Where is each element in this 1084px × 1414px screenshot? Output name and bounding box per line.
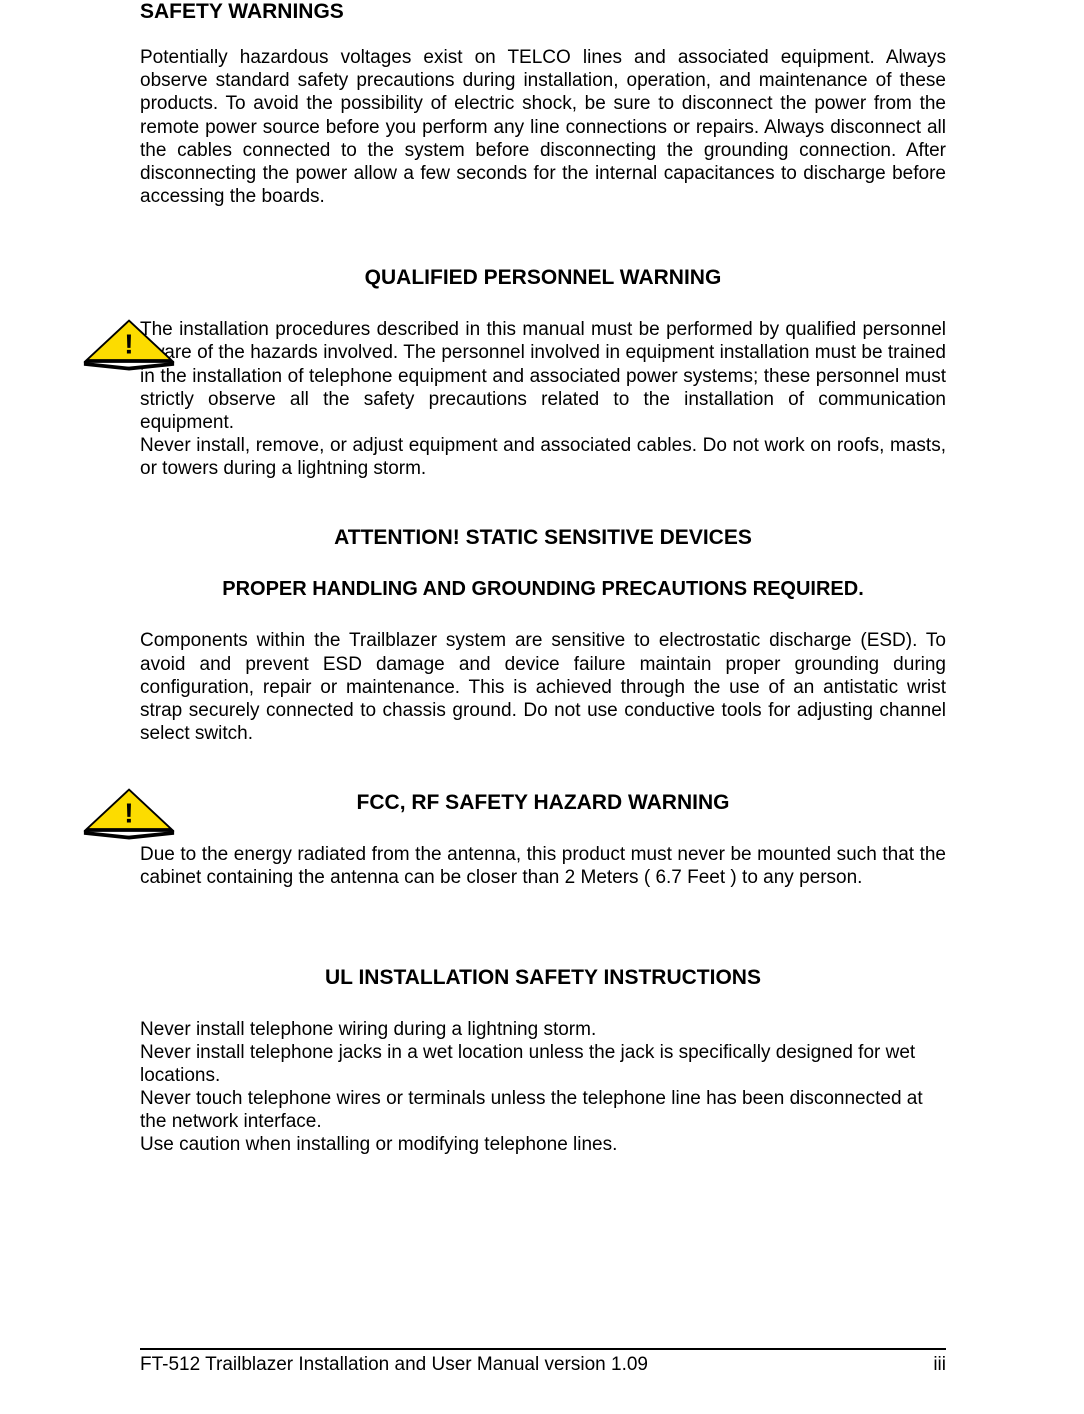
content-column: SAFETY WARNINGS Potentially hazardous vo… bbox=[140, 0, 946, 1157]
warning-triangle-icon: ! bbox=[82, 317, 176, 375]
body-qualified-personnel-1: The installation procedures described in… bbox=[140, 318, 946, 434]
page-footer: FT-512 Trailblazer Installation and User… bbox=[140, 1348, 946, 1376]
footer-rule bbox=[140, 1348, 946, 1350]
heading-static-sensitive: ATTENTION! STATIC SENSITIVE DEVICES bbox=[140, 526, 946, 550]
ul-line-1: Never install telephone wiring during a … bbox=[140, 1018, 946, 1041]
heading-fcc-rf: FCC, RF SAFETY HAZARD WARNING bbox=[140, 791, 946, 815]
heading-qualified-personnel: QUALIFIED PERSONNEL WARNING bbox=[140, 266, 946, 290]
footer-left: FT-512 Trailblazer Installation and User… bbox=[140, 1354, 648, 1376]
body-static-sensitive: Components within the Trailblazer system… bbox=[140, 629, 946, 745]
warning-triangle-icon: ! bbox=[82, 786, 176, 844]
svg-text:!: ! bbox=[124, 797, 133, 829]
ul-line-3: Never touch telephone wires or terminals… bbox=[140, 1087, 946, 1133]
subheading-handling-grounding: PROPER HANDLING AND GROUNDING PRECAUTION… bbox=[140, 578, 946, 601]
ul-line-2: Never install telephone jacks in a wet l… bbox=[140, 1041, 946, 1087]
body-safety-warnings: Potentially hazardous voltages exist on … bbox=[140, 46, 946, 208]
footer-page-number: iii bbox=[933, 1354, 946, 1376]
body-qualified-personnel-2: Never install, remove, or adjust equipme… bbox=[140, 434, 946, 480]
svg-text:!: ! bbox=[124, 328, 133, 360]
page: ! ! SAFETY WARNINGS Potentially hazardou… bbox=[0, 0, 1084, 1414]
ul-line-4: Use caution when installing or modifying… bbox=[140, 1133, 946, 1156]
body-fcc-rf: Due to the energy radiated from the ante… bbox=[140, 843, 946, 889]
heading-ul-instructions: UL INSTALLATION SAFETY INSTRUCTIONS bbox=[140, 966, 946, 990]
heading-safety-warnings: SAFETY WARNINGS bbox=[140, 0, 946, 24]
